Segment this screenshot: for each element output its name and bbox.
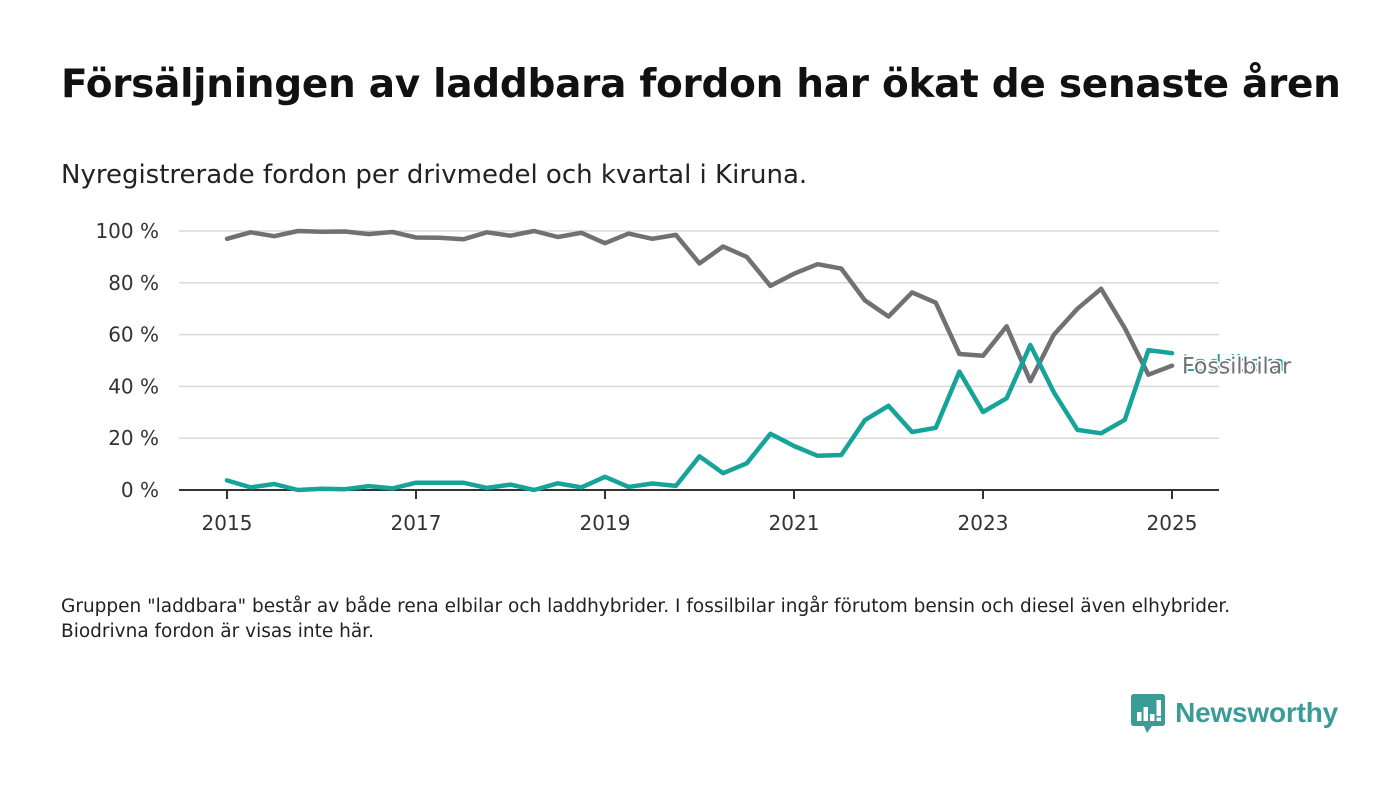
y-tick-label: 0 % — [121, 478, 159, 502]
newsworthy-logo[interactable]: Newsworthy — [1130, 692, 1338, 734]
x-tick-label: 2015 — [202, 511, 253, 535]
series-label-fossilbilar: Fossilbilar — [1182, 355, 1292, 380]
series-lines — [224, 228, 1175, 493]
footnote: Gruppen "laddbara" består av både rena e… — [61, 596, 1231, 642]
x-axis: 2015 2017 2019 2021 2023 2025 — [179, 489, 1219, 535]
y-tick-label: 100 % — [95, 219, 159, 243]
y-tick-label: 40 % — [108, 374, 159, 398]
x-tick-label: 2019 — [580, 511, 631, 535]
series-line-fossilbilar — [224, 228, 1175, 384]
y-tick-label: 80 % — [108, 271, 159, 295]
series-line-laddbara — [224, 342, 1175, 493]
x-tick-label: 2021 — [769, 511, 820, 535]
line-chart: 0 % 20 % 40 % 60 % 80 % 100 % 2015 2017 2019 202… — [95, 219, 1294, 535]
x-tick-label: 2025 — [1147, 511, 1198, 535]
series-label-laddbara: Laddbara — [1182, 352, 1286, 377]
y-axis-tick-labels: 0 % 20 % 40 % 60 % 80 % 100 % — [95, 219, 159, 502]
logo-text: Newsworthy — [1175, 697, 1338, 728]
chart-subtitle: Nyregistrerade fordon per drivmedel och … — [61, 160, 808, 190]
newsworthy-chart-bubble-icon — [1131, 694, 1166, 733]
x-tick-label: 2023 — [958, 511, 1009, 535]
y-tick-label: 20 % — [108, 426, 159, 450]
y-tick-label: 60 % — [108, 323, 159, 347]
chart-title: Försäljningen av laddbara fordon har öka… — [61, 62, 1341, 107]
x-tick-label: 2017 — [391, 511, 442, 535]
